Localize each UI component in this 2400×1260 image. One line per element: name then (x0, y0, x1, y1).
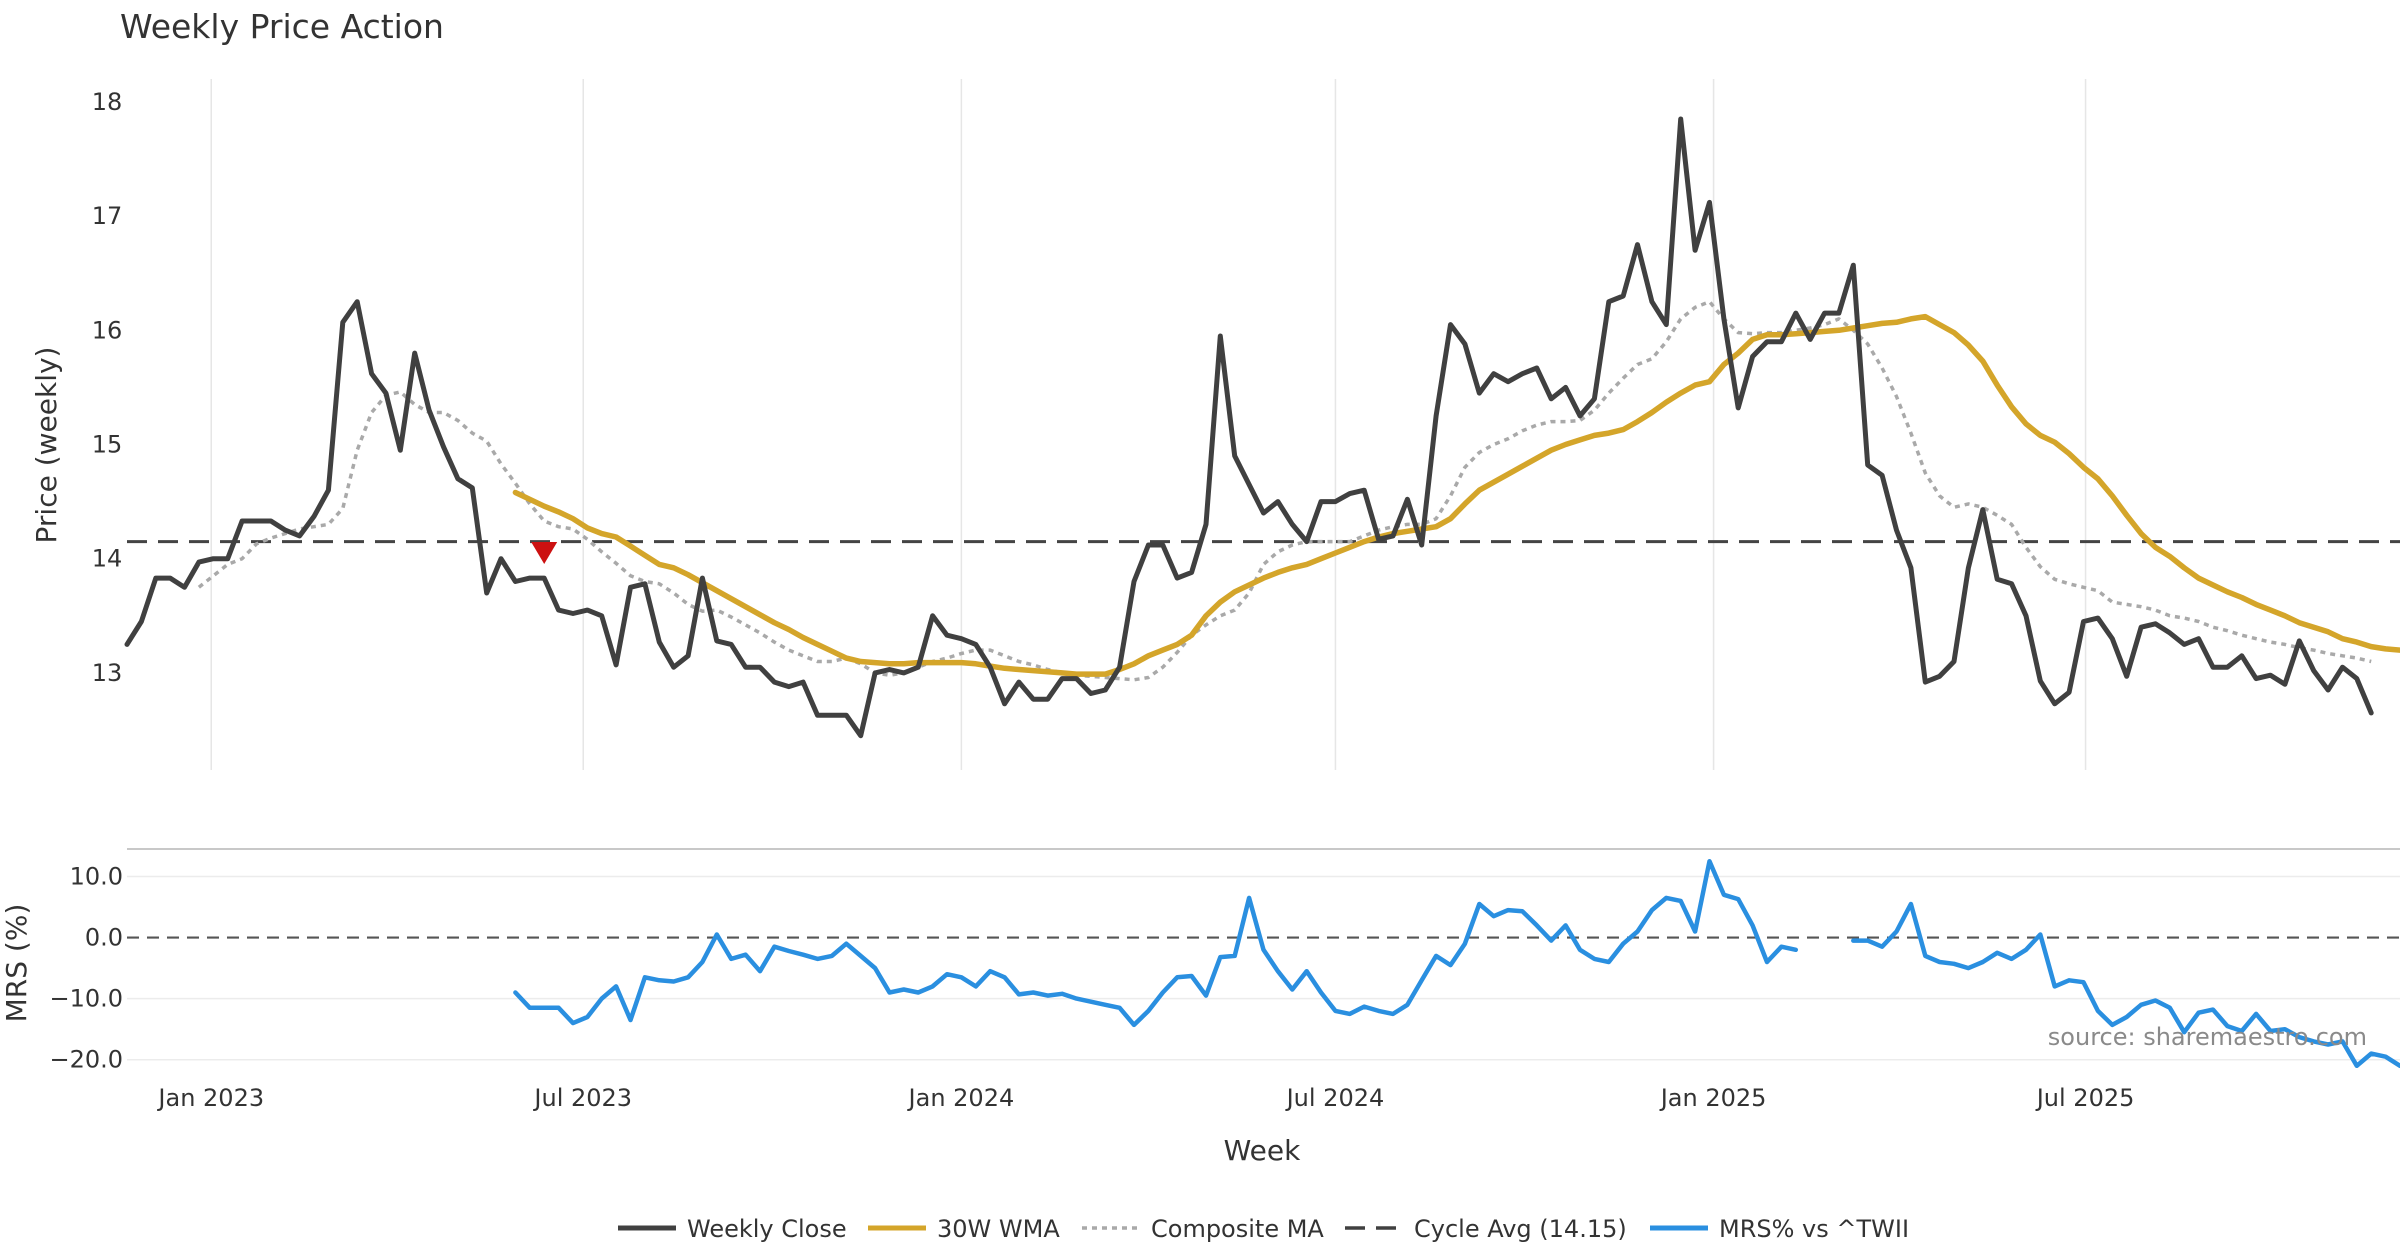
price-series-group (124, 116, 2400, 739)
legend-item: MRS% vs ^TWII (1650, 1215, 1909, 1243)
30w-wma-line (512, 313, 2400, 677)
legend-item: Composite MA (1082, 1215, 1324, 1243)
legend-label: Weekly Close (687, 1215, 847, 1243)
mrs-line (513, 858, 1799, 1028)
legend-label: Cycle Avg (14.15) (1414, 1215, 1627, 1243)
price-axis-label: Price (weekly) (30, 347, 63, 544)
legend-item: Weekly Close (618, 1215, 847, 1243)
mrs-y-tick-labels: 10.0 0.0 −10.0 −20.0 (49, 862, 123, 1073)
mrs-y-tick-label: −20.0 (49, 1046, 123, 1074)
chart-legend: Weekly Close 30W WMA Composite MA Cycle Avg… (618, 1215, 1909, 1243)
x-tick-label: Jan 2025 (1659, 1084, 1767, 1112)
x-axis-label: Week (1224, 1134, 1301, 1167)
x-tick-label: Jan 2024 (907, 1084, 1015, 1112)
price-y-tick-label: 16 (92, 316, 123, 344)
x-tick-label: Jul 2024 (1285, 1084, 1385, 1112)
price-y-tick-labels: 13 14 15 16 17 18 (92, 88, 123, 687)
price-panel: 13 14 15 16 17 18 (92, 79, 2400, 770)
mrs-axis-label: MRS (%) (0, 904, 33, 1023)
legend-label: MRS% vs ^TWII (1719, 1215, 1909, 1243)
x-tick-label: Jan 2023 (156, 1084, 264, 1112)
mrs-y-tick-label: 10.0 (70, 862, 123, 890)
mrs-line (1851, 901, 2400, 1069)
composite-ma-line (197, 299, 2372, 682)
legend-item: 30W WMA (868, 1215, 1060, 1243)
chart-title: Weekly Price Action (120, 7, 444, 46)
x-tick-label: Jul 2023 (532, 1084, 632, 1112)
weekly-close-line (124, 116, 2374, 739)
x-tick-label: Jul 2025 (2035, 1084, 2135, 1112)
price-y-tick-label: 13 (92, 659, 123, 687)
mrs-series-group (513, 858, 2400, 1069)
mrs-horizontal-grid (127, 875, 2400, 1061)
mrs-y-tick-label: −10.0 (49, 985, 123, 1013)
legend-label: Composite MA (1151, 1215, 1324, 1243)
mrs-panel: 10.0 0.0 −10.0 −20.0 (49, 848, 2400, 1074)
price-vertical-grid (210, 79, 2087, 770)
sell-signal-marker (531, 541, 558, 564)
legend-label: 30W WMA (937, 1215, 1060, 1243)
legend-item: Cycle Avg (14.15) (1345, 1215, 1627, 1243)
price-y-tick-label: 14 (92, 545, 123, 573)
mrs-y-tick-label: 0.0 (85, 924, 123, 952)
price-y-tick-label: 15 (92, 430, 123, 458)
price-y-tick-label: 18 (92, 88, 123, 116)
source-note: source: sharemaestro.com (2048, 1023, 2367, 1051)
price-y-tick-label: 17 (92, 202, 123, 230)
x-tick-labels: Jan 2023 Jul 2023 Jan 2024 Jul 2024 Jan 2025… (156, 1084, 2134, 1112)
